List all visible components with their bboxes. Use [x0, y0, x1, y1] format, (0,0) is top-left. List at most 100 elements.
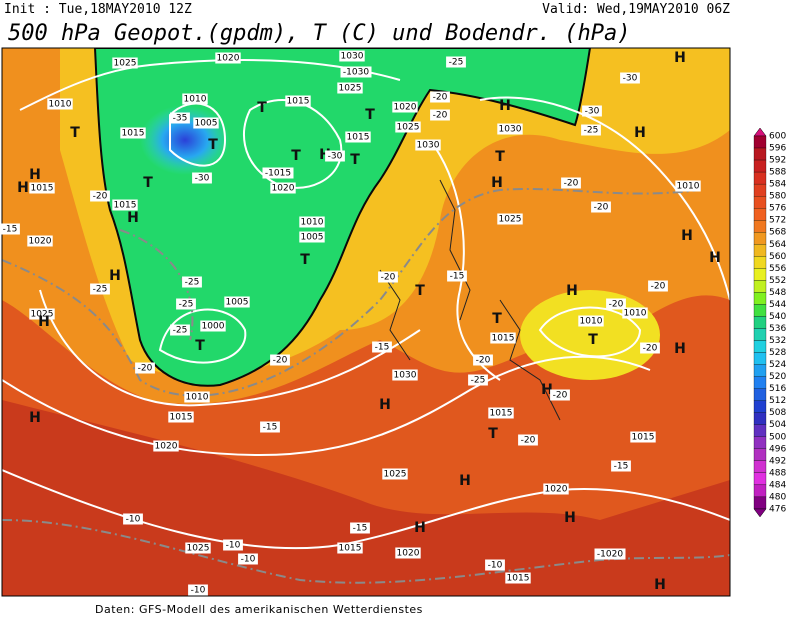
- temperature-label: -10: [191, 586, 206, 596]
- valid-time: Valid: Wed,19MAY2010 06Z: [542, 2, 730, 17]
- label-box: [606, 298, 626, 310]
- low-marker: T: [291, 148, 301, 164]
- high-marker: H: [127, 210, 139, 226]
- pressure-label: 1025: [499, 215, 522, 225]
- high-marker: H: [674, 341, 686, 357]
- pressure-label: 1020: [545, 485, 568, 495]
- label-box: [497, 213, 523, 225]
- pressure-label: 1005: [301, 233, 324, 243]
- label-box: [372, 341, 392, 353]
- label-box: [648, 280, 668, 292]
- label-box: [446, 56, 466, 68]
- high-marker: H: [566, 283, 578, 299]
- pressure-label: 1020: [397, 549, 420, 559]
- temperature-label: -20: [273, 356, 288, 366]
- init-time: Init : Tue,18MAY2010 12Z: [4, 2, 192, 17]
- label-box: [518, 434, 538, 446]
- colorbar-swatch: [753, 292, 767, 305]
- colorbar-swatch: [753, 436, 767, 449]
- label-box: [543, 483, 569, 495]
- pressure-label: 1025: [114, 59, 137, 69]
- low-marker: T: [70, 125, 80, 141]
- high-marker: H: [674, 50, 686, 66]
- colorbar-swatch: [753, 472, 767, 486]
- low-marker: T: [300, 252, 310, 268]
- colorbar-swatch: [753, 195, 767, 209]
- label-box: [170, 324, 190, 336]
- colorbar-label: 484: [769, 480, 786, 490]
- high-marker: H: [709, 250, 721, 266]
- pressure-label: 1030: [394, 371, 417, 381]
- colorbar-swatch: [753, 183, 767, 197]
- pressure-label: 1015: [507, 574, 530, 584]
- label-box: [578, 315, 604, 327]
- high-marker: H: [491, 175, 503, 191]
- colorbar-label: 516: [769, 384, 786, 394]
- label-box: [262, 167, 294, 179]
- label-box: [325, 150, 345, 162]
- colorbar-label: 544: [769, 300, 786, 310]
- temperature-label: -20: [609, 300, 624, 310]
- colorbar-label: 556: [769, 264, 786, 274]
- label-box: [182, 93, 208, 105]
- label-box: [188, 584, 208, 596]
- label-box: [640, 342, 660, 354]
- label-box: [485, 559, 505, 571]
- colorbar-label: 476: [769, 504, 786, 514]
- colorbar-swatch: [753, 256, 767, 269]
- colorbar-swatch: [753, 208, 767, 221]
- low-marker: T: [365, 107, 375, 123]
- temperature-label: -25: [584, 126, 599, 136]
- label-box: [345, 131, 371, 143]
- label-box: [200, 320, 226, 332]
- colorbar-label: 568: [769, 228, 786, 238]
- colorbar-swatch: [753, 364, 767, 377]
- colorbar-label: 600: [769, 132, 786, 142]
- high-marker: H: [541, 382, 553, 398]
- colorbar-swatch: [753, 460, 767, 473]
- temperature-label: -10: [488, 561, 503, 571]
- colorbar-label: 528: [769, 348, 786, 358]
- label-box: [392, 369, 418, 381]
- low-marker: T: [415, 283, 425, 299]
- temperature-label: -20: [138, 364, 153, 374]
- colorbar-swatch: [753, 316, 767, 329]
- colorbar-swatch: [753, 412, 767, 425]
- high-marker: H: [109, 268, 121, 284]
- label-box: [382, 468, 408, 480]
- temperature-label: -15: [263, 423, 278, 433]
- low-marker: T: [488, 426, 498, 442]
- high-marker: H: [379, 397, 391, 413]
- temperature-label: -30: [328, 152, 343, 162]
- temperature-label: -10: [241, 555, 256, 565]
- temperature-label: -20: [651, 282, 666, 292]
- colorbar-label: 548: [769, 288, 786, 298]
- temperature-label: -30: [585, 107, 600, 117]
- high-marker: H: [459, 473, 471, 489]
- label-box: [123, 513, 143, 525]
- high-marker: H: [38, 314, 50, 330]
- colorbar-swatch: [753, 244, 767, 257]
- label-box: [339, 50, 365, 62]
- pressure-label: 1010: [677, 182, 700, 192]
- temperature-label: -1015: [265, 169, 291, 179]
- label-box: [223, 539, 243, 551]
- temperature-label: -15: [3, 225, 18, 235]
- label-box: [561, 177, 581, 189]
- colorbar-label: 480: [769, 492, 786, 502]
- temperature-label: -20: [433, 111, 448, 121]
- colorbar-swatch: [753, 232, 767, 245]
- temperature-label: -20: [564, 179, 579, 189]
- label-box: [415, 139, 441, 151]
- label-box: [238, 553, 258, 565]
- pressure-label: 1030: [417, 141, 440, 151]
- high-marker: H: [681, 228, 693, 244]
- high-marker: H: [499, 98, 511, 114]
- high-marker: H: [17, 180, 29, 196]
- label-box: [582, 105, 602, 117]
- pressure-label: 1030: [341, 52, 364, 62]
- label-box: [488, 407, 514, 419]
- label-box: [215, 52, 241, 64]
- colorbar-swatch: [753, 268, 767, 281]
- colorbar-label: 496: [769, 444, 786, 454]
